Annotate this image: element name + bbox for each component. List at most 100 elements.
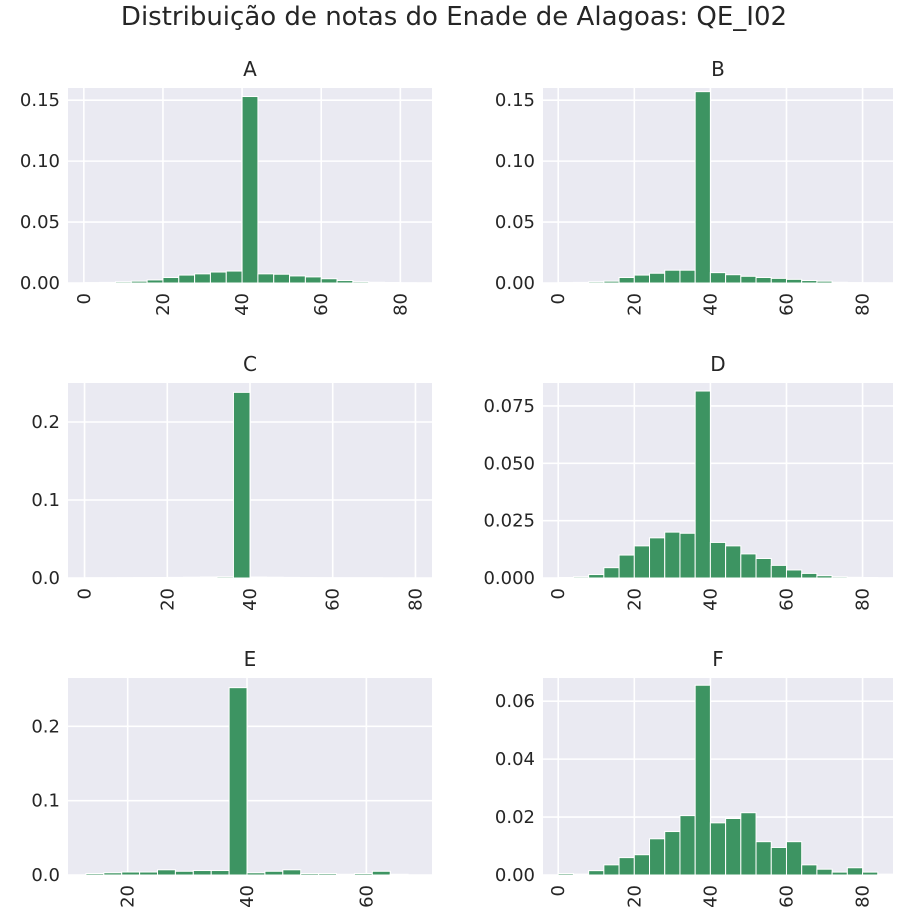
histogram-bar [694, 684, 711, 876]
histogram-bar [740, 812, 757, 876]
histogram-bar [801, 280, 818, 284]
histogram-bar [572, 576, 590, 579]
histogram-bar [257, 273, 275, 284]
histogram-bar [770, 277, 787, 284]
y-tick-label: 0.04 [495, 749, 535, 770]
subplot-title: F [712, 647, 724, 671]
histogram-bar [664, 531, 681, 579]
x-tick-label: 20 [157, 588, 178, 611]
subplot-a: A 0.00 0.05 0.10 0.15 0 20 40 60 80 [20, 57, 433, 316]
x-tick-label: 40 [700, 885, 721, 908]
histogram-bar [618, 277, 635, 284]
histogram-bar [770, 564, 787, 579]
histogram-bar [740, 275, 757, 284]
histogram-bar [846, 867, 864, 876]
histogram-bar [300, 873, 320, 876]
x-tick-label: 40 [237, 885, 258, 908]
histogram-bar [572, 281, 590, 284]
x-tick-label: 20 [624, 885, 645, 908]
histogram-bar [816, 280, 833, 284]
subplot-title: E [244, 647, 257, 671]
subplot-title: A [243, 57, 257, 81]
histogram-bar [389, 873, 409, 876]
histogram-bar [264, 870, 284, 876]
histogram-bar [166, 576, 185, 579]
histogram-bar [146, 279, 164, 284]
histogram-bar [816, 575, 833, 579]
histogram-bar [785, 841, 803, 876]
y-tick-label: 0.02 [495, 807, 535, 828]
histogram-bar [183, 576, 201, 579]
subplot-title: B [711, 57, 725, 81]
subplot-f: F 0.00 0.02 0.04 0.06 0 20 40 60 80 [495, 647, 894, 908]
subplot-b: B 0.00 0.05 0.10 0.15 0 20 40 60 80 [495, 57, 894, 316]
y-tick-label: 0.1 [31, 490, 60, 511]
histogram-bar [199, 576, 218, 579]
x-tick-label: 0 [75, 588, 96, 599]
histogram-bar [289, 275, 306, 284]
y-tick-label: 0.0 [31, 865, 60, 886]
histogram-bar [368, 281, 386, 284]
x-tick-label: 40 [700, 293, 721, 316]
histogram-bar [633, 274, 651, 284]
histogram-bar [178, 274, 196, 284]
histogram-bar [831, 281, 848, 284]
histogram-bar [336, 873, 355, 876]
histogram-bar [572, 873, 590, 876]
histogram-bar [709, 822, 727, 876]
histogram-bar [588, 574, 605, 579]
x-tick-label: 40 [232, 293, 253, 316]
histogram-bar [304, 276, 322, 284]
x-tick-label: 80 [853, 293, 874, 316]
y-tick-label: 0.2 [31, 716, 60, 737]
plot-background [68, 678, 432, 875]
y-tick-label: 0.025 [483, 511, 535, 532]
y-tick-label: 0.2 [31, 412, 60, 433]
x-tick-label: 60 [776, 885, 797, 908]
histogram-bar [603, 567, 620, 579]
y-tick-label: 0.06 [495, 691, 535, 712]
histogram-bar [816, 868, 833, 876]
histogram-bar [266, 576, 284, 579]
x-tick-label: 20 [118, 885, 139, 908]
histogram-bar [121, 871, 141, 876]
x-tick-label: 0 [548, 293, 569, 304]
x-tick-label: 80 [853, 588, 874, 611]
x-tick-label: 20 [624, 293, 645, 316]
x-tick-label: 0 [74, 293, 95, 304]
subplot-e: E 0.0 0.1 0.2 20 40 60 [31, 647, 432, 908]
histogram-bar [725, 545, 742, 579]
x-tick-label: 60 [776, 293, 797, 316]
x-tick-label: 0 [548, 885, 569, 896]
histogram-bar [320, 278, 338, 284]
histogram-bar [216, 576, 234, 579]
histogram-bar [282, 869, 302, 876]
subplot-title: D [710, 352, 725, 376]
histogram-bar [282, 576, 301, 579]
histogram-bar [99, 281, 116, 284]
histogram-bar [139, 871, 159, 876]
histogram-bar [740, 553, 757, 579]
histogram-bar [694, 390, 711, 579]
x-tick-label: 60 [356, 885, 377, 908]
histogram-bar [232, 391, 251, 579]
histogram-bar [709, 541, 727, 579]
histogram-bar [225, 270, 243, 284]
histogram-bar [649, 272, 666, 284]
histogram-bar [603, 280, 620, 284]
histogram-bar [801, 572, 818, 579]
y-tick-label: 0.1 [31, 791, 60, 812]
y-tick-label: 0.000 [483, 568, 535, 589]
histogram-bar [633, 545, 651, 579]
histogram-bar [157, 869, 176, 876]
histogram-bar [162, 277, 180, 284]
histogram-bar [103, 872, 123, 876]
histogram-bar [174, 870, 194, 876]
histogram-bar [709, 272, 727, 284]
x-tick-label: 20 [624, 588, 645, 611]
histogram-bar [194, 273, 211, 284]
histogram-bar [831, 871, 848, 876]
y-tick-label: 0.075 [483, 396, 535, 417]
histogram-bar [588, 870, 605, 876]
